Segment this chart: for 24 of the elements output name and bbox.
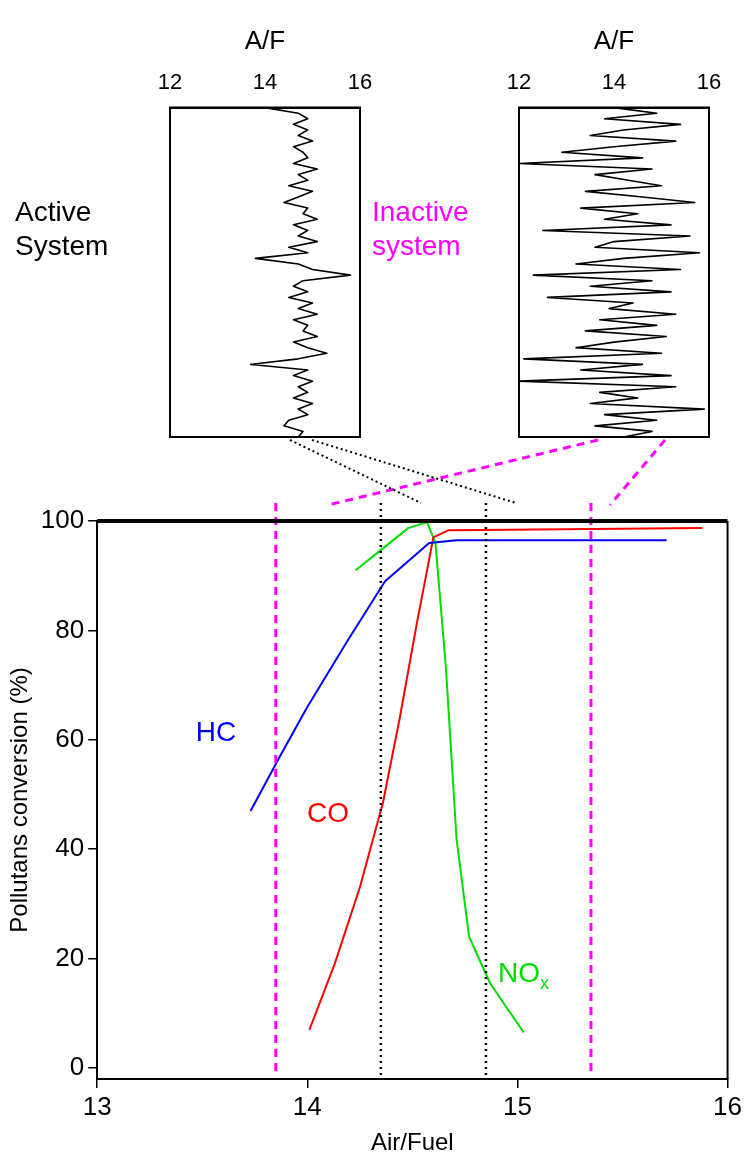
y-tick-label: 60 xyxy=(55,723,85,753)
x-tick-label: 12 xyxy=(157,69,183,95)
x-tick-label: 14 xyxy=(252,69,278,95)
x-axis-title: A/F xyxy=(593,24,635,55)
text: Active System xyxy=(15,195,110,263)
y-tick-label: 20 xyxy=(55,941,85,972)
x-tick-label: 14 xyxy=(292,1090,322,1121)
x-axis-title: A/F xyxy=(244,24,286,55)
y-tick-label: 40 xyxy=(55,832,85,863)
x-tick-label: 16 xyxy=(347,69,373,95)
x-tick-label: 16 xyxy=(713,1090,742,1121)
x-tick-label: 16 xyxy=(696,69,722,95)
text: Inactive system xyxy=(372,195,470,263)
y-axis-title: Pollutans conversion (%) xyxy=(5,667,33,933)
y-tick-label: 80 xyxy=(55,613,85,644)
series-label: CO xyxy=(306,797,349,829)
x-tick-label: 13 xyxy=(82,1090,112,1121)
x-tick-label: 14 xyxy=(601,69,627,95)
x-axis-title: Air/Fuel xyxy=(371,1128,454,1156)
y-tick-label: 100 xyxy=(40,504,85,535)
x-tick-label: 15 xyxy=(502,1090,532,1121)
series-label: HC xyxy=(195,715,237,747)
x-tick-label: 12 xyxy=(506,69,532,95)
y-tick-label: 0 xyxy=(69,1051,85,1082)
